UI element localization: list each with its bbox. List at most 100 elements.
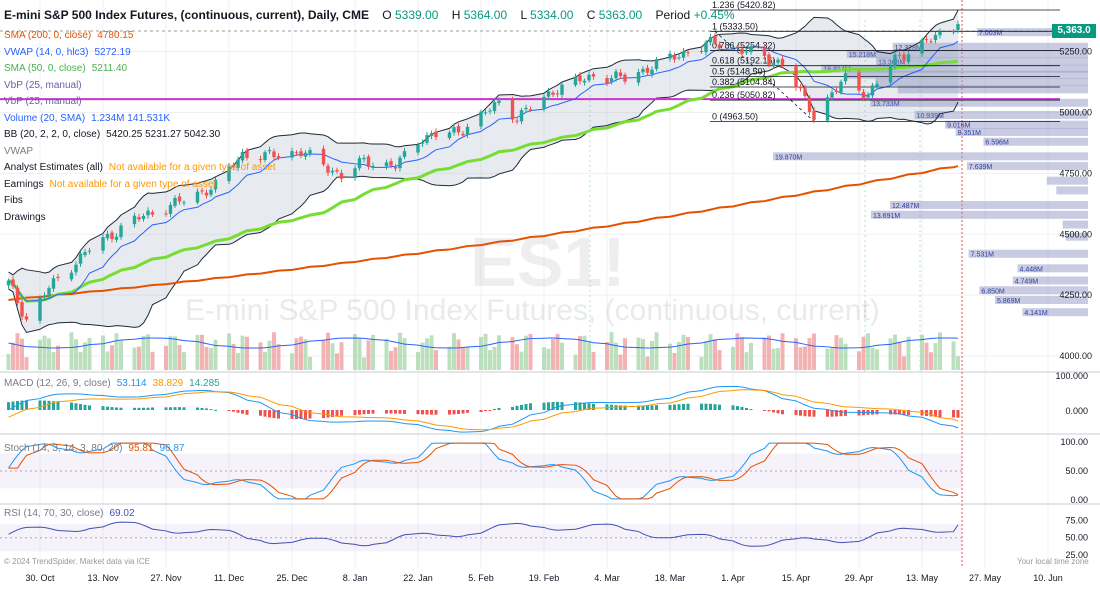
volume-bar	[362, 357, 366, 370]
macd-histogram-bar	[173, 407, 177, 410]
candle-body	[924, 39, 929, 41]
volume-bar	[353, 333, 357, 370]
candles[interactable]	[6, 20, 960, 324]
candle-body	[672, 55, 677, 60]
macd-histogram-bar	[812, 410, 816, 417]
legend-label: VbP (25, manual)	[4, 96, 82, 107]
macd-pane-label[interactable]: MACD (12, 26, 9, close) 53.114 38.829 14.28…	[4, 378, 226, 389]
macd-histogram-bar	[835, 410, 838, 417]
candle-body	[920, 39, 924, 54]
volume-bar	[51, 352, 56, 370]
vbp-bar	[1065, 232, 1088, 241]
candle-body	[114, 236, 119, 240]
legend-row[interactable]: SMA (200, 0, close) 4780.15	[4, 30, 139, 41]
legend-row[interactable]: VbP (25, manual)	[4, 96, 88, 107]
macd-histogram-bar	[704, 403, 708, 410]
volume-bar	[326, 332, 330, 370]
volume-bar	[767, 335, 771, 370]
vbp-bar	[1046, 176, 1088, 185]
volume-bar	[542, 347, 546, 370]
volume-bar	[303, 339, 308, 370]
macd-histogram-bar	[119, 407, 123, 410]
volume-bar	[236, 353, 240, 370]
macd-histogram-bar	[466, 410, 469, 413]
vbp-label: 4.749M	[1015, 279, 1039, 286]
macd-histogram-bar	[578, 402, 582, 410]
macd-histogram-bar	[394, 410, 397, 414]
macd-histogram-bar	[587, 403, 591, 410]
legend-row[interactable]: Volume (20, SMA) 1.234M 141.531K	[4, 113, 176, 124]
candle-body	[87, 250, 92, 252]
local-time-label[interactable]: Your local time zone	[1017, 557, 1089, 566]
legend-row[interactable]: Earnings Not available for a given type o…	[4, 179, 222, 190]
macd-histogram-bar	[335, 410, 339, 417]
candle-body	[362, 157, 366, 160]
macd-label: MACD (12, 26, 9, close)	[4, 378, 111, 389]
volume-bar	[150, 351, 155, 370]
volume-bar	[119, 340, 123, 370]
vbp-bar	[773, 152, 1088, 161]
candle-body	[204, 192, 209, 196]
macd-histogram-bar	[551, 402, 555, 410]
candle-body	[326, 165, 330, 173]
macd-histogram-bar	[367, 410, 370, 414]
rsi-pane-label[interactable]: RSI (14, 70, 30, close) 69.02	[4, 508, 141, 519]
legend-row[interactable]: VWAP (14, 0, hlc3) 5272.19	[4, 47, 137, 58]
volume-bar	[951, 341, 956, 370]
volume-bar	[686, 337, 690, 370]
stoch-tick-label: 100.00	[1060, 437, 1088, 447]
volume-bar	[812, 333, 816, 370]
candle-body	[762, 47, 767, 56]
stoch-tick-label: 50.00	[1065, 466, 1088, 476]
legend-label: Analyst Estimates (all)	[4, 162, 103, 173]
candle-body	[870, 85, 875, 96]
fib-label: 1 (5333.50)	[712, 21, 758, 31]
candle-body	[573, 76, 578, 86]
legend-row[interactable]: Drawings	[4, 212, 52, 223]
candle-body	[195, 191, 200, 203]
macd-histogram-bar	[646, 405, 649, 410]
macd-histogram-bar	[133, 407, 136, 410]
candle-body	[78, 253, 83, 264]
volume-bar	[321, 339, 326, 370]
x-tick-label: 19. Feb	[529, 573, 560, 583]
stoch-d	[8, 442, 959, 500]
macd-histogram-bar	[245, 410, 249, 415]
volume-bar	[78, 351, 83, 370]
volume-bar	[744, 352, 749, 370]
symbol-title[interactable]: E-mini S&P 500 Index Futures, (continuou…	[4, 8, 369, 22]
candle-body	[384, 162, 389, 167]
x-tick-label: 18. Mar	[655, 573, 686, 583]
macd-histogram-bar	[718, 404, 721, 410]
macd-histogram-bar	[781, 410, 784, 415]
x-tick-label: 29. Apr	[845, 573, 874, 583]
x-tick-label: 1. Apr	[721, 573, 745, 583]
macd-histogram-bar	[524, 404, 528, 410]
volume-bar	[668, 343, 672, 370]
volume-bar	[605, 342, 609, 370]
fib-label: 0 (4963.50)	[712, 111, 758, 121]
candle-body	[200, 190, 204, 192]
candle-body	[15, 287, 20, 303]
legend-row[interactable]: VWAP	[4, 146, 39, 157]
vbp-label: 7.531M	[971, 252, 995, 259]
volume-bar	[551, 339, 555, 370]
macd-histogram-bar	[700, 403, 703, 410]
legend-row[interactable]: VbP (25, manual)	[4, 80, 88, 91]
candle-body	[668, 53, 672, 59]
candle-body	[105, 233, 110, 239]
legend-row[interactable]: SMA (50, 0, close) 5211.40	[4, 63, 133, 74]
vbp-label: 13.368M	[878, 59, 905, 66]
macd-histogram-bar	[902, 410, 906, 415]
legend-row[interactable]: BB (20, 2, 2, 0, close) 5420.25 5231.27 5…	[4, 129, 226, 140]
vbp-bar	[955, 127, 1088, 136]
stoch-pane-label[interactable]: Stoch (14, 3, 14, 3, 80, 20) 95.81 96.87	[4, 443, 190, 454]
macd-histogram-bar	[736, 406, 739, 410]
candle-body	[645, 67, 650, 73]
legend-row[interactable]: Fibs	[4, 195, 29, 206]
volume-bar	[807, 338, 812, 370]
candle-body	[888, 65, 893, 83]
legend-row[interactable]: Analyst Estimates (all) Not available for…	[4, 162, 282, 173]
price-tick-label: 4250.00	[1059, 290, 1092, 300]
